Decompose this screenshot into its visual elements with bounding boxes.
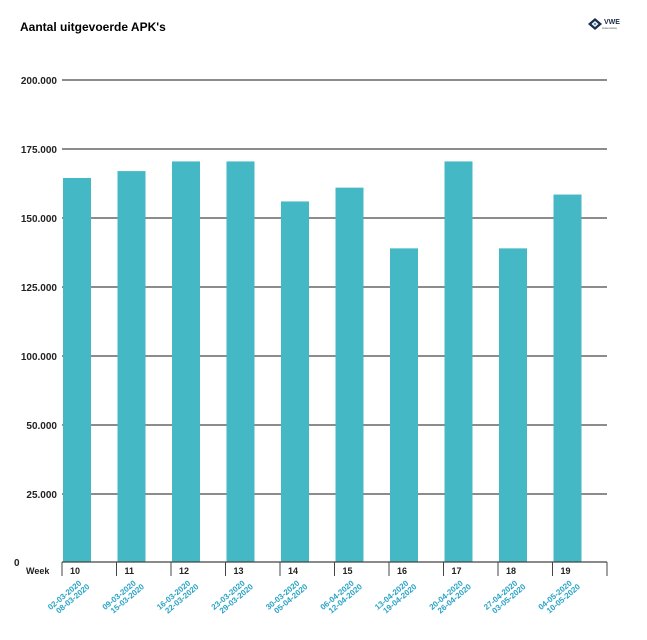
y-tick-label: 0 bbox=[14, 558, 20, 569]
vwe-diamond-icon bbox=[588, 18, 602, 30]
bar bbox=[226, 161, 255, 563]
x-tick-label: 14 bbox=[288, 566, 298, 576]
bar bbox=[335, 187, 364, 562]
x-tick-label: 15 bbox=[343, 566, 353, 576]
logo-text: VWE bbox=[604, 18, 620, 26]
bar bbox=[63, 177, 91, 563]
chart-title: Aantal uitgevoerde APK's bbox=[20, 20, 166, 34]
x-tick-label: 11 bbox=[125, 566, 135, 576]
bar bbox=[281, 201, 309, 562]
x-tick-label: 10 bbox=[70, 566, 80, 576]
bar bbox=[553, 194, 582, 563]
logo-subtext: Automotive bbox=[602, 25, 618, 30]
x-tick-label: 18 bbox=[506, 566, 516, 576]
x-tick-label: 17 bbox=[452, 566, 462, 576]
vwe-logo: VWE Automotive bbox=[588, 18, 620, 30]
bar bbox=[444, 161, 473, 563]
y-tick-label: 200.000 bbox=[21, 76, 58, 87]
y-tick-label: 100.000 bbox=[21, 352, 58, 363]
y-tick-label: 25.000 bbox=[26, 490, 57, 501]
x-tick-label: 12 bbox=[179, 566, 189, 576]
x-axis bbox=[61, 561, 608, 576]
x-tick-label: 16 bbox=[397, 566, 407, 576]
y-tick-label: 50.000 bbox=[26, 421, 57, 432]
x-tick-label: 19 bbox=[561, 566, 571, 576]
bar bbox=[172, 161, 200, 563]
x-tick-label: 13 bbox=[234, 566, 244, 576]
y-tick-label: 125.000 bbox=[21, 283, 58, 294]
bar bbox=[390, 248, 418, 563]
y-tick-label: 175.000 bbox=[21, 145, 58, 156]
bar bbox=[117, 171, 146, 562]
bars bbox=[63, 161, 582, 563]
y-tick-label: 150.000 bbox=[21, 214, 58, 225]
bar bbox=[499, 248, 527, 563]
x-axis-label: Week bbox=[26, 566, 50, 576]
